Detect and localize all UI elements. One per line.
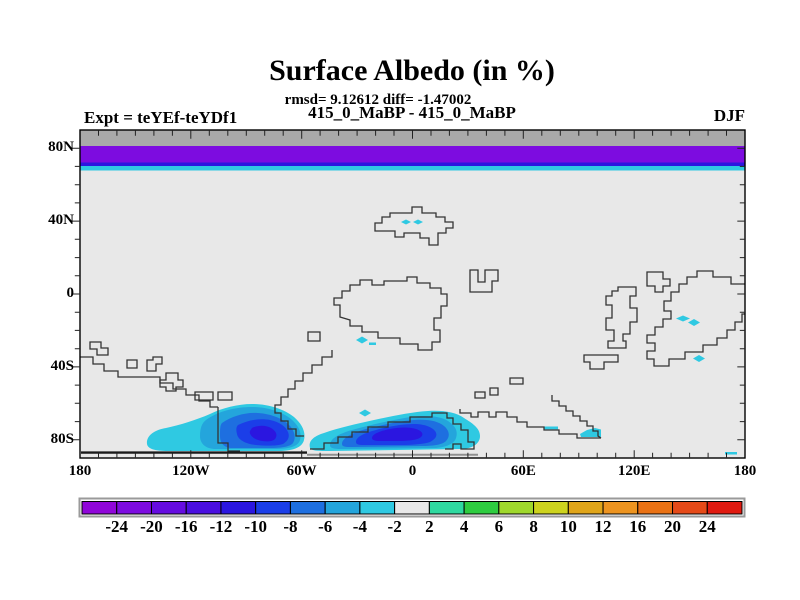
colorbar-segment bbox=[533, 501, 569, 515]
coastline-east-antarctic bbox=[310, 412, 475, 450]
lon-tick-label: 60E bbox=[510, 463, 536, 479]
lon-tick-label: 180 bbox=[68, 463, 92, 479]
colorbar-segment bbox=[289, 501, 326, 515]
map-frame bbox=[79, 129, 746, 459]
top-ticks bbox=[98, 130, 727, 139]
lon-tick-label: 120E bbox=[617, 463, 651, 479]
colorbar-segment bbox=[81, 501, 118, 515]
colorbar-boundary-label: 16 bbox=[629, 517, 647, 536]
lon-tick-label: 0 bbox=[408, 463, 417, 479]
colorbar-boundary-label: -6 bbox=[318, 517, 333, 536]
map-background bbox=[80, 130, 745, 458]
colorbar-boundary-label: -16 bbox=[174, 517, 198, 536]
lat-tick-label: 0 bbox=[66, 285, 75, 301]
colorbar-segment bbox=[428, 501, 465, 515]
colorbar-boundary-label: 20 bbox=[664, 517, 682, 536]
lon-tick-label: 120W bbox=[172, 463, 210, 479]
coastline-southeast-margin bbox=[459, 395, 602, 439]
anomaly-spot bbox=[356, 336, 368, 344]
colorbar-frame bbox=[78, 497, 746, 518]
subtitle-stats: rmsd= 9.12612 diff= -1.47002 bbox=[284, 92, 472, 108]
lat-tick-label: 80S bbox=[50, 430, 74, 447]
lat-tick-label: 40S bbox=[50, 357, 74, 374]
anomaly-spot bbox=[369, 342, 376, 345]
colorbar-boundary-label: -4 bbox=[352, 517, 367, 536]
colorbar-segment bbox=[394, 501, 430, 515]
colorbar-segment bbox=[255, 501, 291, 515]
colorbar-segment bbox=[498, 501, 535, 515]
colorbar bbox=[81, 501, 743, 515]
coastline-east-landmass bbox=[646, 270, 745, 367]
colorbar-boundary-label: 24 bbox=[698, 517, 716, 536]
colorbar-segment bbox=[637, 501, 674, 515]
anomaly-spot bbox=[725, 452, 737, 455]
colorbar-boundary-label: -24 bbox=[105, 517, 129, 536]
arctic-band-dark-edge bbox=[80, 162, 745, 166]
antarctic-blob-west-core bbox=[249, 425, 277, 442]
colorbar-segment bbox=[672, 501, 708, 515]
coastline-mid-landmass bbox=[583, 286, 638, 370]
colorbar-boundary-label: 2 bbox=[425, 517, 434, 536]
anomaly-spot bbox=[676, 315, 690, 322]
colorbar-boundary-label: 8 bbox=[529, 517, 538, 536]
colorbar-segment bbox=[220, 501, 257, 515]
anomaly-spot bbox=[688, 319, 700, 326]
colorbar-segment bbox=[463, 501, 500, 515]
colorbar-segment bbox=[567, 501, 604, 515]
anomaly-spot bbox=[580, 428, 601, 437]
left-ticks bbox=[72, 147, 80, 441]
coastline-small-islands-west bbox=[89, 331, 321, 392]
colorbar-boundary-label: -12 bbox=[209, 517, 233, 536]
colorbar-boundary-label: 4 bbox=[459, 517, 469, 536]
colorbar-segment bbox=[185, 501, 222, 515]
colorbar-segment bbox=[706, 501, 743, 515]
arctic-cyan-strip bbox=[80, 166, 745, 171]
colorbar-boundary-label: -20 bbox=[140, 517, 163, 536]
subtitle-runs: 415_0_MaBP - 415_0_MaBP bbox=[308, 103, 516, 122]
lat-tick-label: 40N bbox=[48, 212, 74, 229]
arctic-purple-band bbox=[80, 146, 745, 164]
colorbar-segment bbox=[359, 501, 396, 515]
right-ticks bbox=[737, 147, 745, 441]
colorbar-boundary-label: 12 bbox=[594, 517, 612, 536]
colorbar-boundary-label: -8 bbox=[283, 517, 298, 536]
colorbar-segment bbox=[324, 501, 361, 515]
season-label: DJF bbox=[713, 106, 745, 125]
lat-tick-label: 80N bbox=[48, 139, 74, 156]
colorbar-segment bbox=[602, 501, 639, 515]
colorbar-boundary-label: 10 bbox=[559, 517, 577, 536]
coastline-west-antarctic bbox=[217, 407, 240, 452]
anomaly-spot bbox=[401, 219, 411, 225]
colorbar-segment bbox=[150, 501, 187, 515]
colorbar-segment bbox=[116, 501, 152, 515]
coastline-central-landmass bbox=[333, 276, 448, 351]
colorbar-boundary-label: 6 bbox=[494, 517, 504, 536]
anomaly-spot bbox=[544, 426, 558, 430]
coastline-small-islands-south bbox=[194, 377, 524, 401]
colorbar-boundary-label: -2 bbox=[387, 517, 402, 536]
coastline-west-margin bbox=[80, 356, 218, 408]
anomaly-spot bbox=[413, 219, 423, 225]
coastline-equatorial-island bbox=[469, 269, 499, 293]
lon-tick-label: 60W bbox=[286, 463, 317, 479]
colorbar-boundary-label: -10 bbox=[244, 517, 267, 536]
page-title: Surface Albedo (in %) bbox=[269, 54, 555, 87]
coastline-peninsula bbox=[274, 350, 333, 437]
experiment-label: Expt = teYEf-teYDf1 bbox=[84, 108, 238, 127]
anomaly-spot bbox=[693, 355, 705, 362]
antarctic-blob-east-core bbox=[372, 427, 423, 441]
anomaly-spot bbox=[359, 409, 371, 417]
coastline-north-landmass bbox=[374, 206, 454, 246]
bottom-ticks bbox=[98, 450, 727, 458]
lon-tick-label: 180 bbox=[733, 463, 757, 479]
